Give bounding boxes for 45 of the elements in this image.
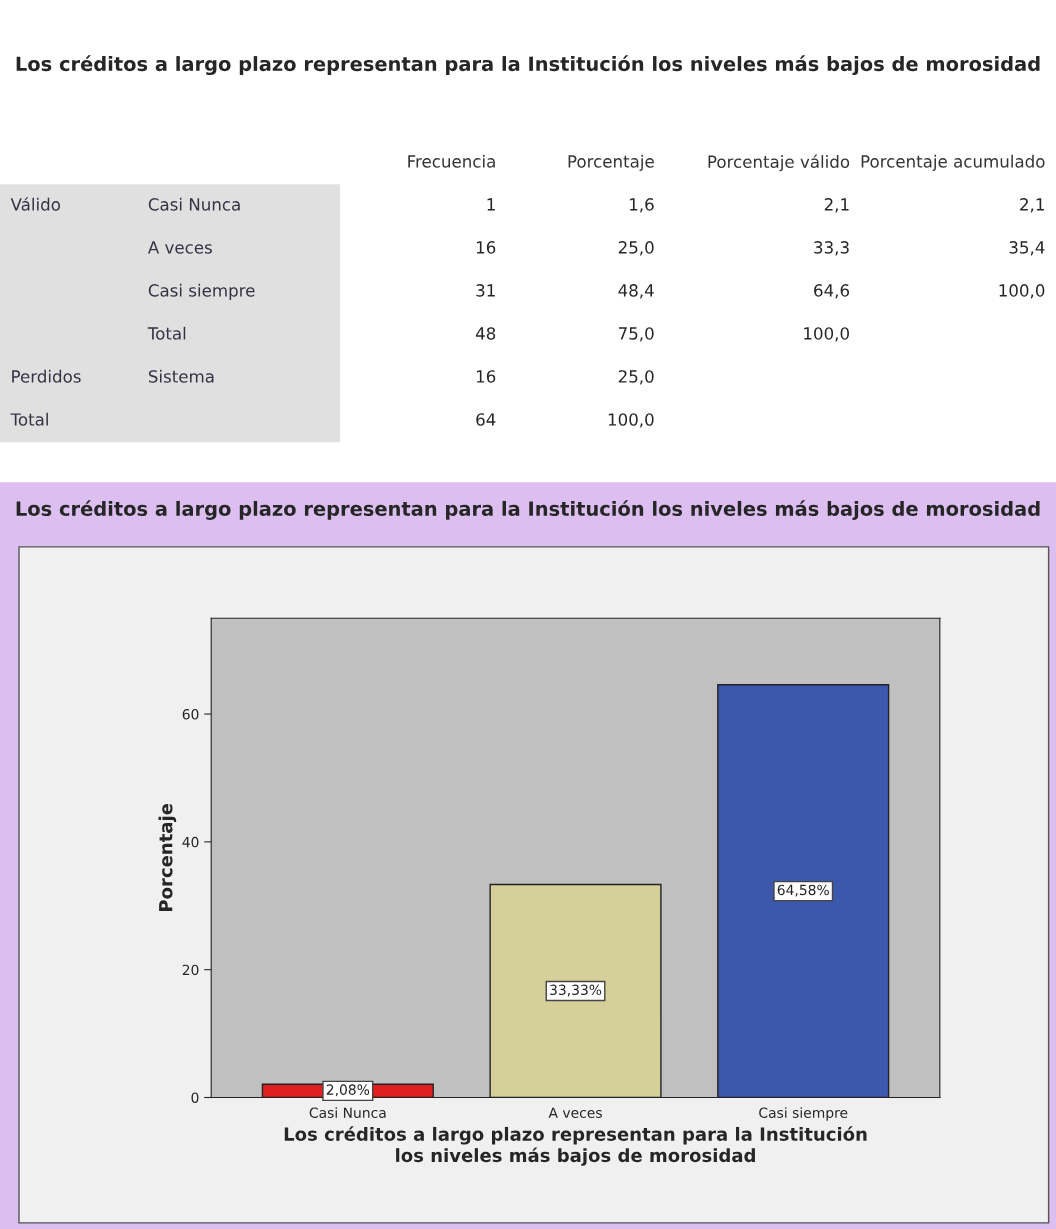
x-axis-title: Los créditos a largo plazo representan para la Institución los niveles más bajos de morosidad: [284, 1126, 867, 1166]
category-label: Total: [147, 326, 186, 340]
text: 64,6: [814, 284, 850, 299]
data-label: 33,33%: [550, 984, 602, 997]
text: 16: [476, 370, 496, 383]
category-label: Total: [10, 412, 48, 426]
category-label: A veces: [147, 241, 212, 254]
y-tick-label: 60: [182, 709, 199, 720]
text: 100,0: [804, 327, 849, 342]
category-label: Porcentaje acumulado: [861, 154, 1045, 171]
category-label: Porcentaje válido: [708, 154, 850, 172]
text: Los créditos a largo plazo representan para la Institución los niveles más bajos de morosidad: [16, 55, 1040, 76]
text: 33,3: [814, 241, 849, 256]
data-label: 64,58%: [777, 884, 829, 897]
category-label: Sistema: [148, 369, 214, 383]
text: 16: [476, 241, 496, 254]
text: 75,0: [618, 327, 654, 342]
x-tick-label: A veces: [548, 1107, 602, 1118]
text: 100,0: [608, 413, 654, 428]
x-tick-label: Casi siempre: [759, 1107, 848, 1121]
text: 31: [476, 284, 495, 297]
text: 25,0: [618, 241, 654, 256]
text: 48: [475, 327, 496, 340]
category-label: Casi Nunca: [148, 197, 240, 211]
text: 100,0: [999, 284, 1045, 299]
y-tick-label: 0: [191, 1092, 199, 1103]
y-tick-label: 40: [182, 836, 199, 848]
text: 1: [487, 198, 495, 211]
text: 2,1: [1020, 198, 1044, 213]
text: 64: [476, 413, 496, 426]
category-label: Casi siempre: [148, 283, 255, 300]
text: 48,4: [618, 284, 654, 299]
x-tick-label: Casi Nunca: [309, 1107, 386, 1118]
text: 25,0: [618, 370, 654, 385]
data-label: 2,08%: [326, 1084, 370, 1097]
category-label: Porcentaje: [568, 154, 654, 171]
text: 1,6: [630, 198, 654, 213]
y-axis-title: Porcentaje: [158, 803, 177, 911]
text: 2,1: [824, 198, 849, 213]
y-tick-label: 20: [182, 964, 199, 976]
category-label: Válido: [10, 197, 61, 211]
text: 35,4: [1009, 241, 1045, 256]
category-label: Perdidos: [12, 369, 81, 383]
category-label: Frecuencia: [408, 154, 495, 168]
chart-title: Los créditos a largo plazo representan para la Institución los niveles más bajos de morosidad: [16, 500, 1040, 520]
